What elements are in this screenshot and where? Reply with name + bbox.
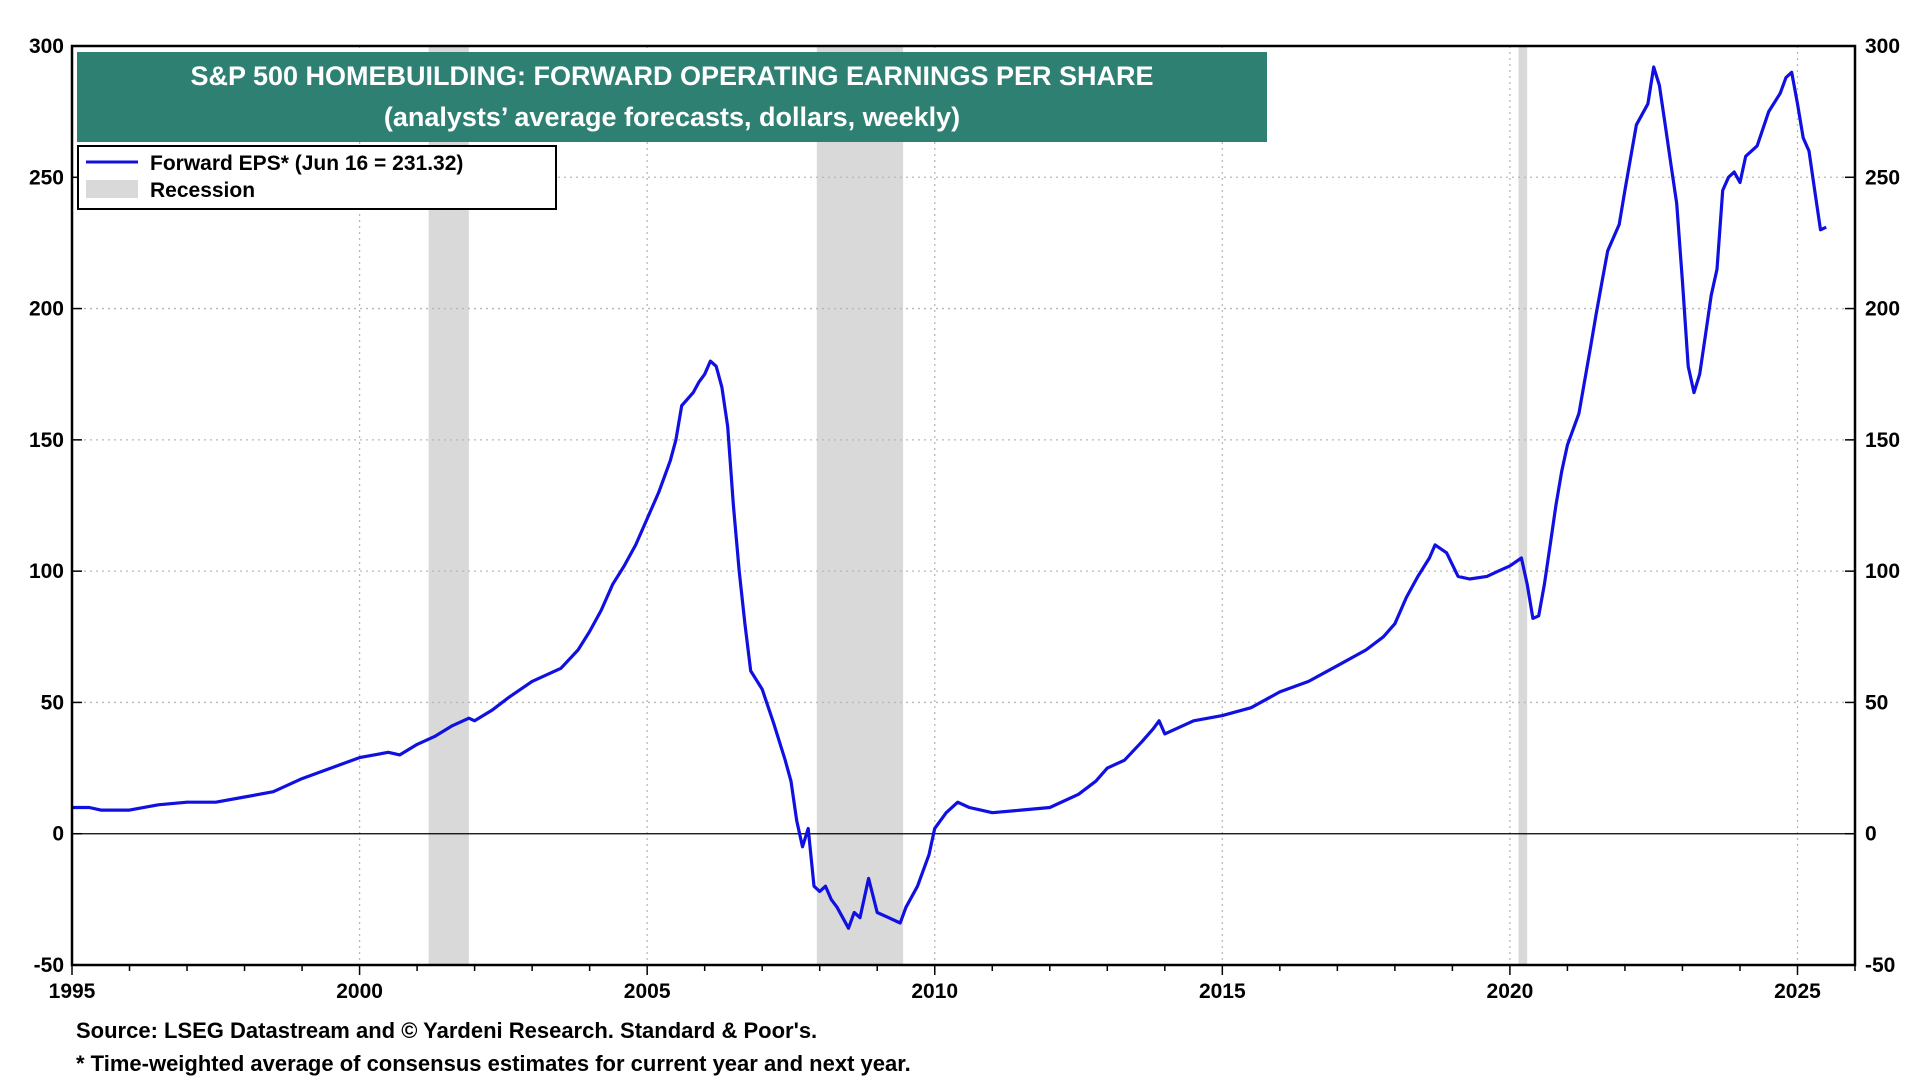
recession-band [816, 46, 904, 965]
plot-frame [70, 44, 1857, 967]
y-tick-label-left: 250 [29, 166, 64, 189]
y-tick-label-left: 50 [41, 691, 64, 714]
y-tick-label-left: 0 [52, 823, 64, 846]
title-background [77, 52, 1267, 142]
legend-label-recession: Recession [150, 179, 255, 202]
y-tick-label-right: 200 [1865, 298, 1900, 321]
y-tick-label-right: 0 [1865, 823, 1877, 846]
legend-box [77, 145, 557, 210]
y-tick-label-right: 250 [1865, 166, 1900, 189]
legend-label-forward-eps: Forward EPS* (Jun 16 = 231.32) [150, 152, 463, 175]
x-tick-label: 2000 [336, 980, 383, 1003]
series-line-forward-eps [72, 65, 1827, 930]
recession-band [1518, 46, 1528, 965]
y-tick-label-left: 300 [29, 35, 64, 58]
title-box: S&P 500 HOMEBUILDING: FORWARD OPERATING … [77, 52, 1267, 142]
legend: Forward EPS* (Jun 16 = 231.32) Recession [77, 145, 557, 210]
x-tick-label: 2010 [911, 980, 958, 1003]
y-tick-label-right: 50 [1865, 691, 1888, 714]
axis-tick-labels: -50 -50 0 0 50 50 100 100 150 150 200 200 250 250 300 3… [29, 35, 1900, 1003]
y-tick-label-left: 200 [29, 298, 64, 321]
y-tick-label-left: 150 [29, 429, 64, 452]
source-note: Source: LSEG Datastream and © Yardeni Re… [76, 1018, 818, 1043]
x-tick-label: 2015 [1199, 980, 1246, 1003]
chart-title: S&P 500 HOMEBUILDING: FORWARD OPERATING … [190, 61, 1153, 91]
footnote: * Time-weighted average of consensus est… [76, 1051, 911, 1076]
y-tick-label-right: -50 [1865, 954, 1895, 977]
axis-ticks [71, 45, 1856, 975]
recession-bands [428, 46, 1528, 965]
x-tick-label: 2025 [1774, 980, 1821, 1003]
y-tick-label-left: 100 [29, 560, 64, 583]
x-tick-label: 2005 [624, 980, 671, 1003]
y-tick-label-right: 150 [1865, 429, 1900, 452]
legend-swatch-recession [86, 180, 138, 198]
x-tick-label: 2020 [1487, 980, 1534, 1003]
x-tick-label: 1995 [49, 980, 96, 1003]
y-tick-label-right: 300 [1865, 35, 1900, 58]
chart-subtitle: (analysts’ average forecasts, dollars, w… [384, 102, 960, 132]
y-tick-label-right: 100 [1865, 560, 1900, 583]
y-tick-label-left: -50 [34, 954, 64, 977]
